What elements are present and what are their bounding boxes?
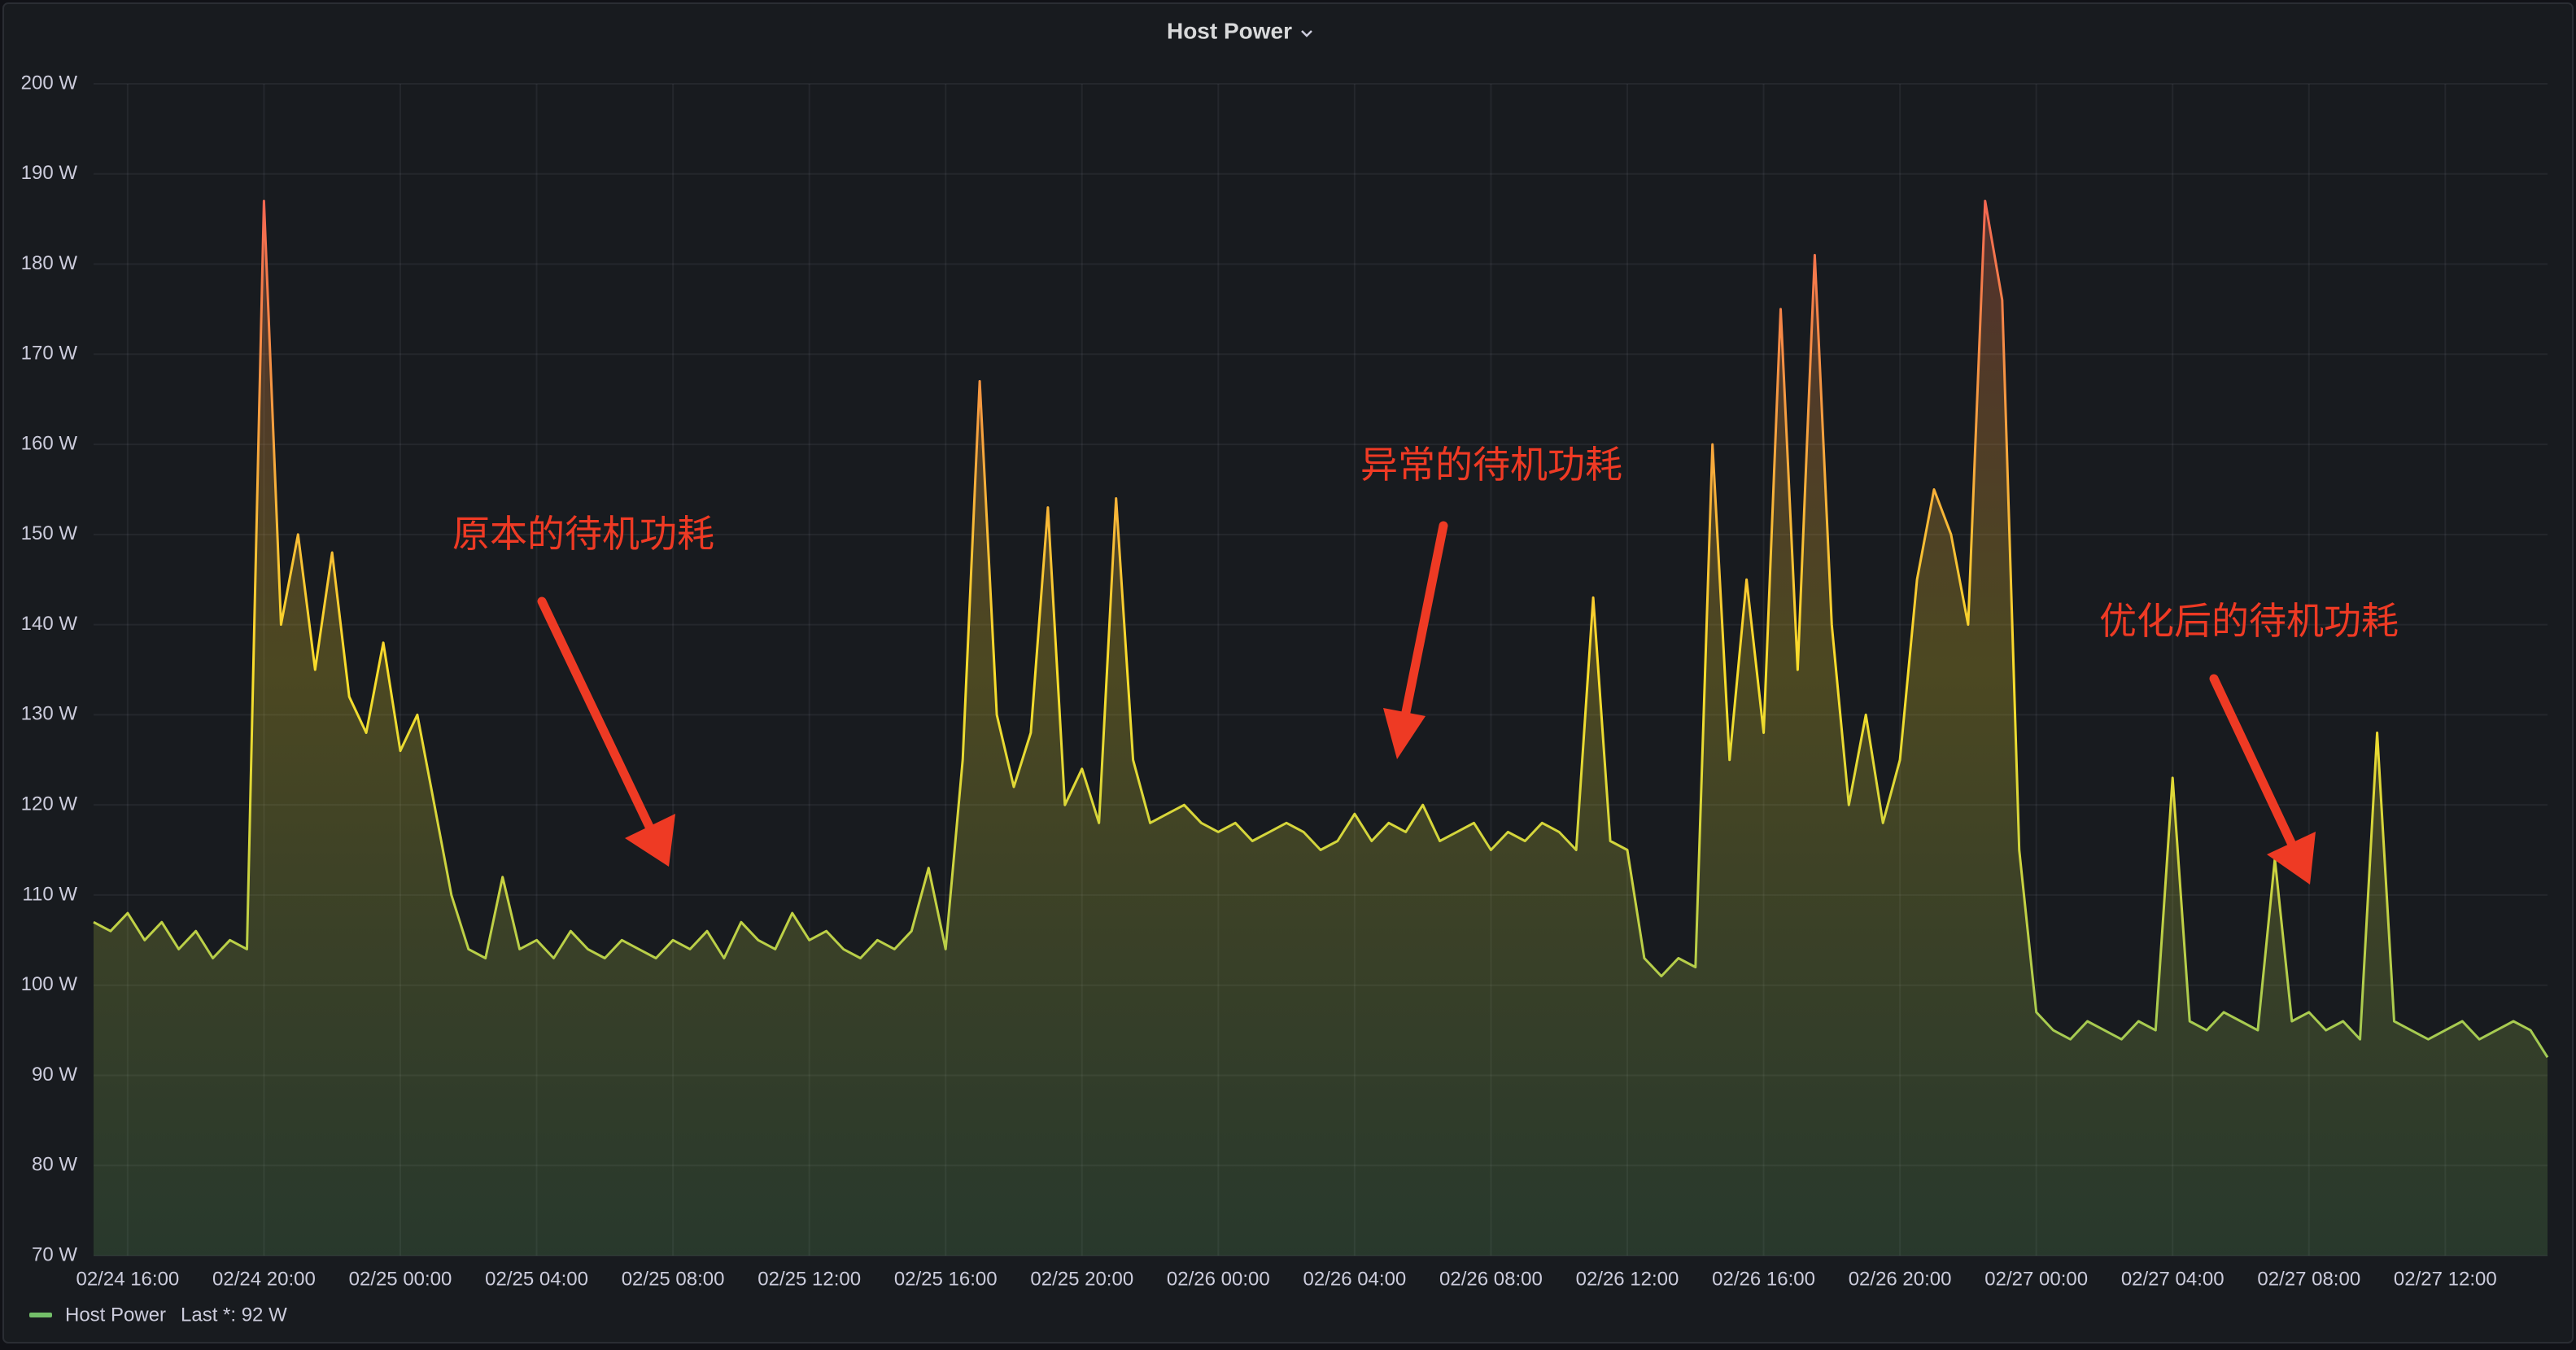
x-tick-label: 02/25 16:00 xyxy=(894,1268,998,1290)
arrows xyxy=(537,521,2316,885)
y-tick-label: 140 W xyxy=(21,613,78,635)
chart-title[interactable]: Host Power xyxy=(1167,18,1292,43)
arrow-head xyxy=(2267,832,2316,885)
x-tick-label: 02/25 12:00 xyxy=(758,1268,861,1290)
arrow-line xyxy=(2209,674,2298,851)
x-tick-label: 02/27 00:00 xyxy=(1984,1268,2088,1290)
x-tick-label: 02/27 08:00 xyxy=(2257,1268,2360,1290)
y-tick-label: 110 W xyxy=(22,883,77,905)
arrow-line xyxy=(537,596,656,835)
y-tick-label: 100 W xyxy=(21,973,78,995)
y-tick-label: 190 W xyxy=(21,162,78,184)
x-tick-label: 02/26 20:00 xyxy=(1849,1268,1952,1290)
x-tick-label: 02/26 00:00 xyxy=(1167,1268,1270,1290)
arrow-line xyxy=(1400,521,1448,721)
annotation: 原本的待机功耗 xyxy=(452,513,714,555)
arrow-head xyxy=(625,814,675,867)
line xyxy=(93,199,2549,1059)
legend-label: Host Power xyxy=(65,1304,166,1326)
legend-stat: Last *: 92 W xyxy=(181,1304,287,1326)
y-tick-label: 80 W xyxy=(32,1154,77,1176)
x-tick-label: 02/25 08:00 xyxy=(622,1268,725,1290)
y-tick-label: 90 W xyxy=(32,1064,77,1086)
x-tick-label: 02/26 16:00 xyxy=(1712,1268,1815,1290)
x-tick-label: 02/27 12:00 xyxy=(2394,1268,2497,1290)
area xyxy=(94,201,2548,1256)
x-tick-label: 02/26 04:00 xyxy=(1303,1268,1406,1290)
y-tick-label: 170 W xyxy=(21,343,78,365)
title-chevron[interactable] xyxy=(1301,30,1312,37)
y-tick-label: 120 W xyxy=(21,793,78,815)
y-tick-label: 200 W xyxy=(21,72,78,94)
annotation: 异常的待机功耗 xyxy=(1360,443,1622,486)
y-tick-label: 150 W xyxy=(21,522,78,544)
y-tick-label: 180 W xyxy=(21,252,78,274)
arrow-head xyxy=(1383,708,1426,759)
y-tick-label: 160 W xyxy=(21,432,78,454)
annotation: 优化后的待机功耗 xyxy=(2099,600,2399,642)
x-tick-label: 02/26 08:00 xyxy=(1439,1268,1543,1290)
x-tick-label: 02/25 20:00 xyxy=(1030,1268,1133,1290)
x-tick-label: 02/25 04:00 xyxy=(485,1268,588,1290)
x-tick-label: 02/25 00:00 xyxy=(349,1268,452,1290)
y-tick-label: 130 W xyxy=(21,703,78,725)
x-tick-label: 02/27 04:00 xyxy=(2121,1268,2225,1290)
x-tick-label: 02/26 12:00 xyxy=(1576,1268,1679,1290)
x-tick-label: 02/24 20:00 xyxy=(212,1268,316,1290)
y-tick-label: 70 W xyxy=(32,1243,77,1265)
legend-swatch xyxy=(29,1313,52,1317)
x-tick-label: 02/24 16:00 xyxy=(76,1268,179,1290)
